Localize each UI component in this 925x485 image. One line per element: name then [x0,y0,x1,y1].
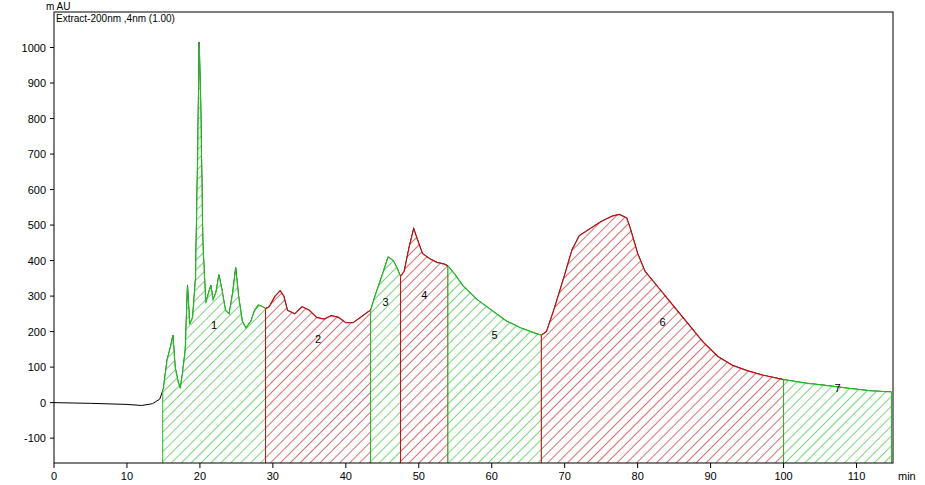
fraction-label: 5 [492,329,498,341]
y-tick [50,118,54,119]
fraction-trace [784,42,892,405]
fraction-boundary [400,277,401,463]
chart: 1234567-10001002003004005006007008009001… [0,0,925,485]
fraction-trace [163,42,266,405]
y-tick [50,402,54,403]
fraction-boundary [783,380,784,463]
fraction-region [541,42,783,463]
fraction-fill [448,42,541,463]
y-tick [50,83,54,84]
y-tick [50,47,54,48]
y-tick-label: 900 [28,77,46,89]
fraction-region [401,42,448,463]
x-tick-label: 60 [486,470,498,482]
fraction-trace [401,42,448,405]
fraction-label: 1 [211,319,217,331]
y-tick-label: 300 [28,290,46,302]
y-tick-label: 200 [28,326,46,338]
fraction-region [163,42,266,463]
x-tick [856,463,857,468]
fraction-fill [401,42,448,463]
y-tick-label: 600 [28,184,46,196]
y-tick [50,438,54,439]
fraction-boundary [400,277,401,463]
x-tick-label: 20 [194,470,206,482]
x-tick-label: 100 [774,470,792,482]
x-tick-label: 70 [559,470,571,482]
x-tick [710,463,711,468]
x-tick-label: 110 [848,470,866,482]
x-tick [418,463,419,468]
fraction-fill [266,42,371,463]
fraction-trace [266,42,371,405]
fraction-label: 3 [383,296,389,308]
fraction-boundary [162,391,163,463]
fraction-label: 6 [659,316,665,328]
fraction-trace [371,42,401,405]
y-tick [50,367,54,368]
x-tick-label: 50 [413,470,425,482]
fraction-boundary [447,266,448,463]
fraction-region [371,42,401,463]
x-tick [126,463,127,468]
fraction-boundary [783,380,784,463]
x-axis-label: min [898,470,916,482]
fraction-fill [371,42,401,463]
y-tick [50,189,54,190]
fraction-boundary [370,310,371,463]
x-tick [783,463,784,468]
y-tick-label: 800 [28,113,46,125]
y-tick-label: 0 [40,397,46,409]
x-tick [199,463,200,468]
plot-area [54,42,892,463]
fraction-region [266,42,371,463]
fraction-fill [784,42,892,463]
title: Extract-200nm ,4nm (1.00) [56,13,175,24]
y-axis-label: m AU [46,1,70,12]
x-tick [54,463,55,468]
fraction-region [784,42,892,463]
x-tick-label: 30 [267,470,279,482]
fraction-trace [448,42,541,405]
fraction-label: 4 [421,289,427,301]
fraction-boundary [447,266,448,463]
x-tick [637,463,638,468]
x-tick-label: 80 [632,470,644,482]
fraction-region [448,42,541,463]
fraction-trace [541,42,783,405]
fraction-label: 2 [315,333,321,345]
y-tick [50,154,54,155]
fraction-boundary [541,335,542,463]
fraction-fill [541,42,783,463]
x-tick [491,463,492,468]
fraction-label: 7 [834,382,840,394]
y-tick [50,331,54,332]
y-tick-label: 700 [28,148,46,160]
x-tick [564,463,565,468]
x-tick-label: 40 [340,470,352,482]
fraction-boundary [370,310,371,463]
y-tick [50,225,54,226]
x-tick-label: 0 [51,470,57,482]
x-tick-label: 90 [704,470,716,482]
x-tick [272,463,273,468]
y-tick-label: 500 [28,219,46,231]
y-tick-label: 1000 [22,42,46,54]
y-tick [50,260,54,261]
x-tick-label: 10 [121,470,133,482]
y-tick-label: -100 [24,432,46,444]
x-tick [345,463,346,468]
y-tick [50,296,54,297]
y-tick-label: 100 [28,361,46,373]
fraction-boundary [541,335,542,463]
fraction-fill [163,42,266,463]
fraction-boundary [265,309,266,463]
y-tick-label: 400 [28,255,46,267]
fraction-boundary [265,309,266,463]
fraction-boundary [891,392,892,463]
plot-frame [54,12,893,463]
